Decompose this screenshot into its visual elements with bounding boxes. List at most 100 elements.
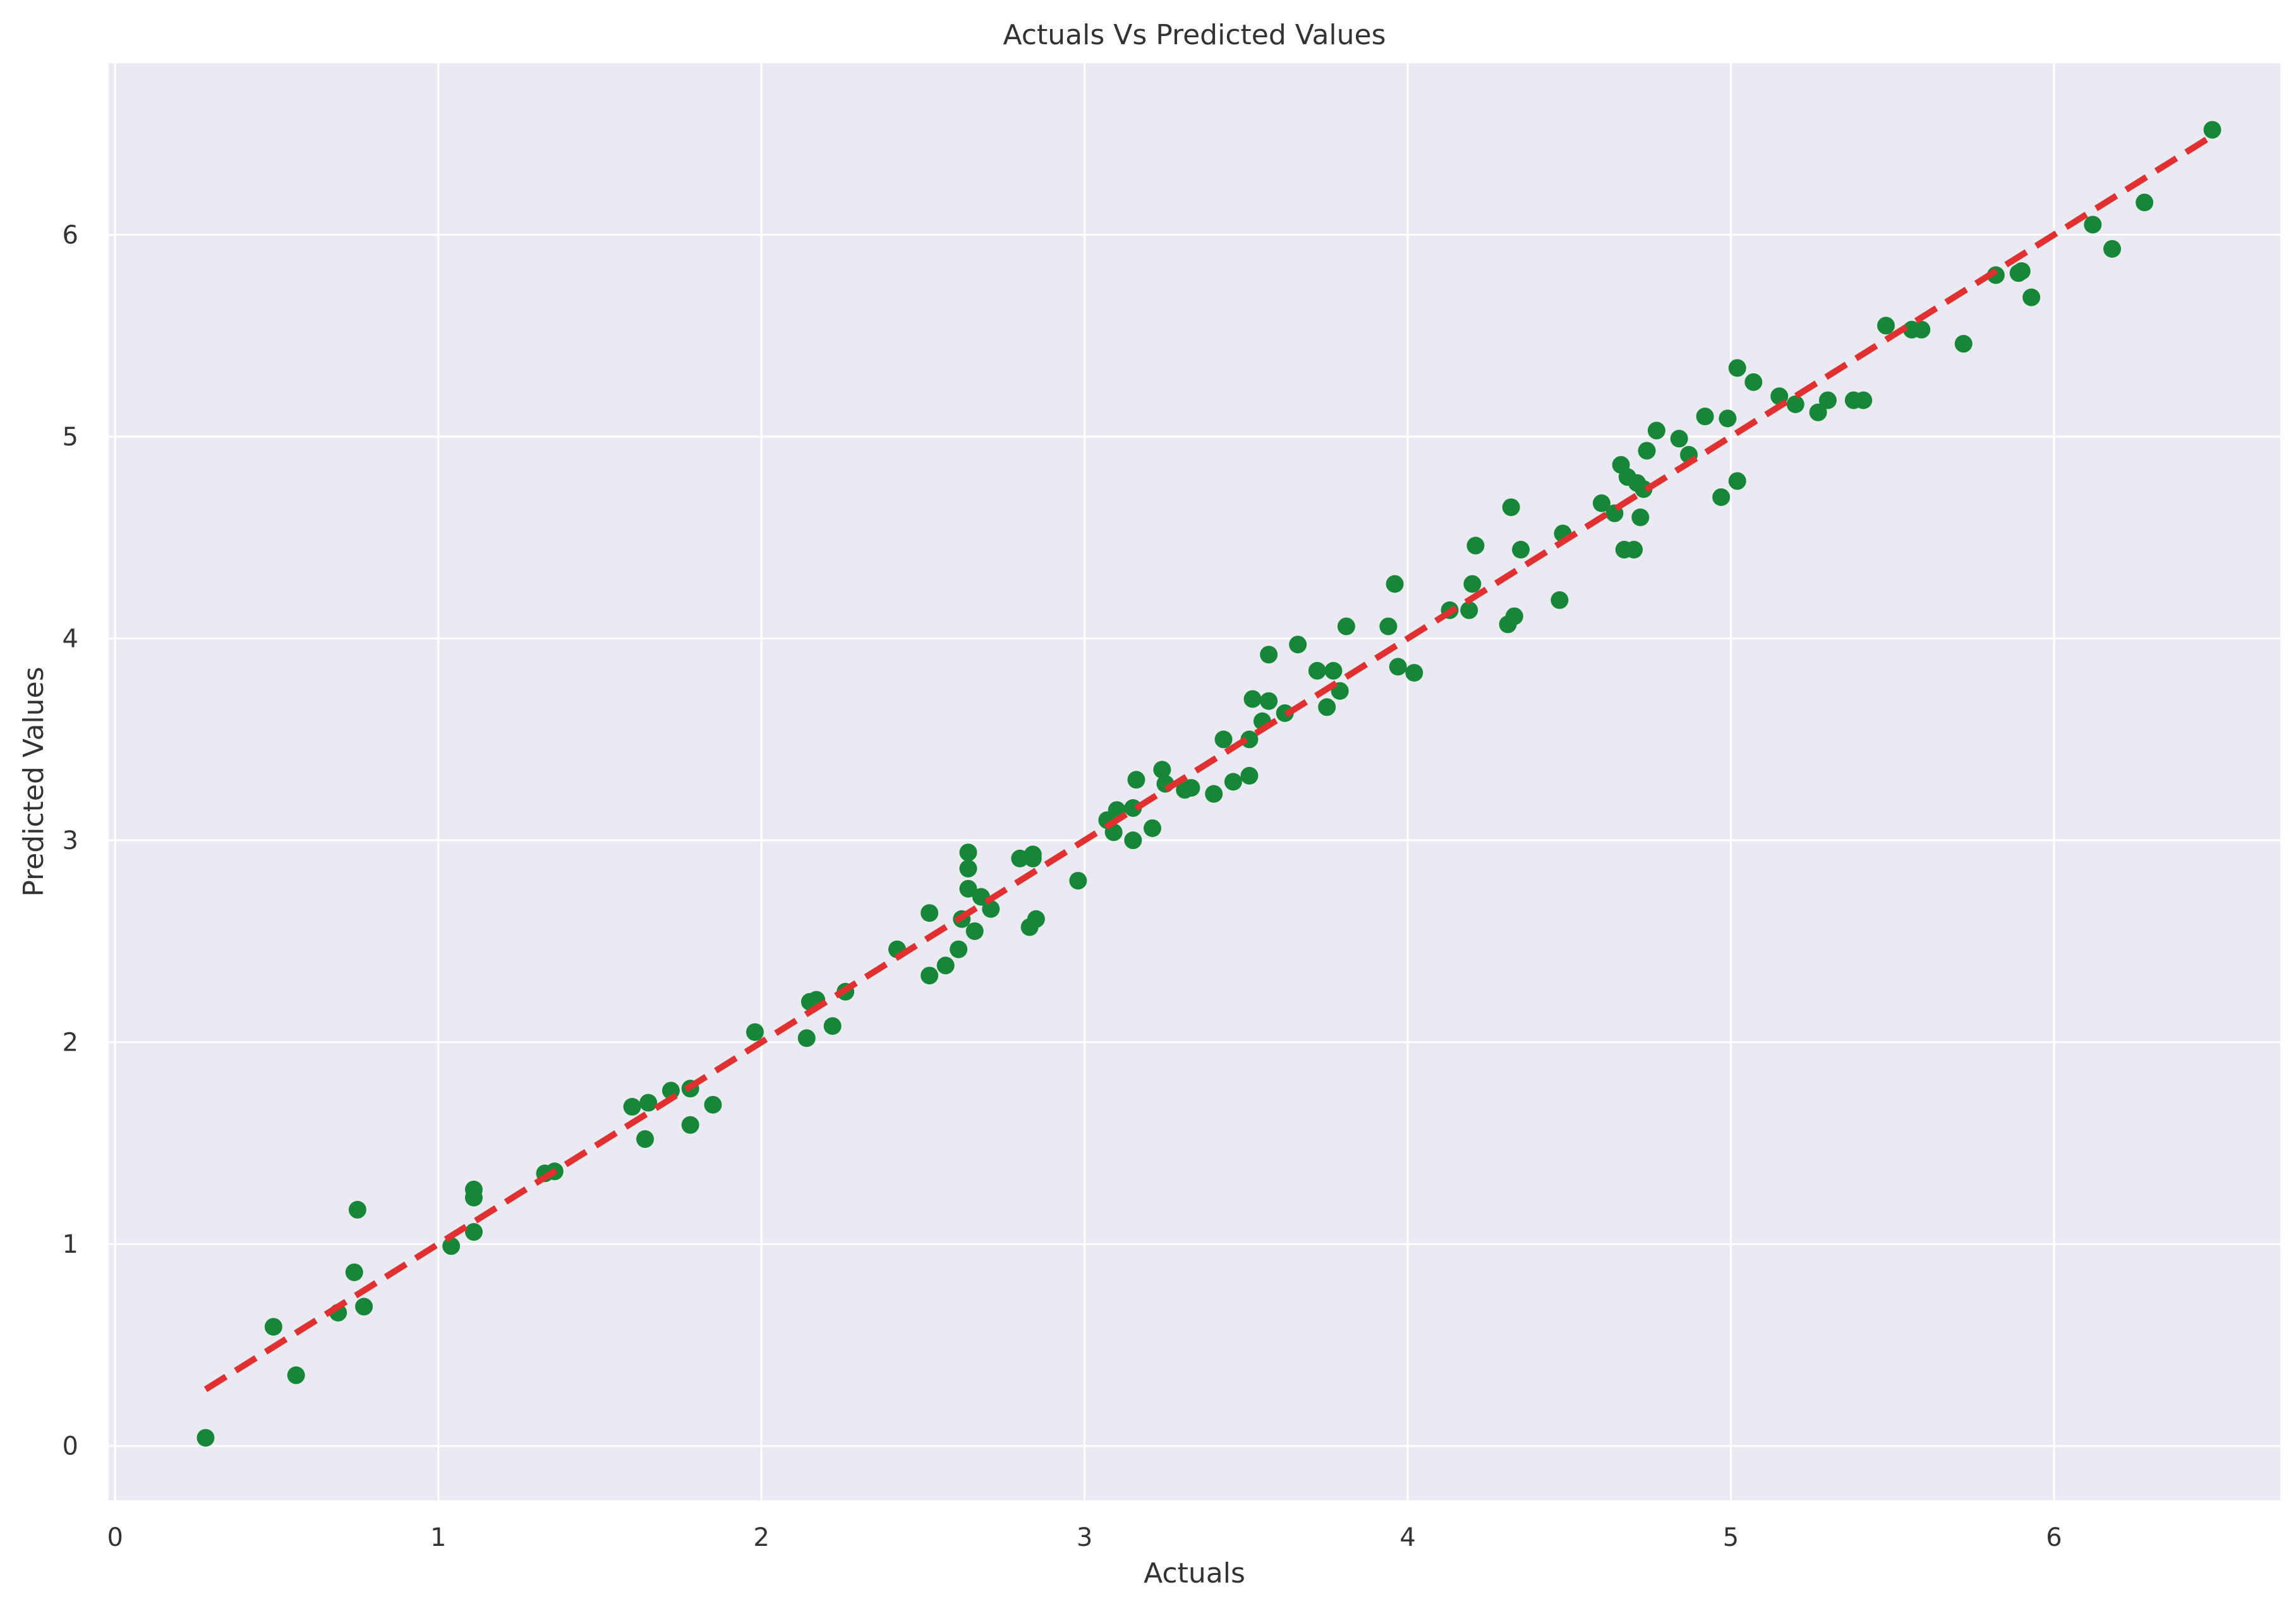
- dashed-line: [203, 133, 2214, 1392]
- y-tick-label: 4: [63, 625, 78, 654]
- data-point: [1696, 407, 1714, 426]
- data-point: [1182, 779, 1200, 797]
- data-point: [936, 956, 955, 975]
- data-point: [1243, 690, 1262, 708]
- data-point: [1744, 373, 1763, 391]
- y-tick-label: 3: [63, 826, 78, 855]
- data-point: [2203, 121, 2221, 139]
- data-point: [746, 1023, 764, 1041]
- data-point: [1337, 617, 1355, 636]
- y-tick-label: 6: [63, 221, 78, 250]
- data-point: [1027, 910, 1045, 928]
- data-point: [1786, 395, 1804, 413]
- data-point: [623, 1097, 641, 1116]
- data-point: [1260, 646, 1278, 664]
- x-tick-label: 0: [107, 1523, 123, 1552]
- data-point: [1877, 317, 1895, 335]
- data-point: [355, 1298, 373, 1316]
- data-point: [1638, 442, 1656, 460]
- data-point: [1818, 391, 1837, 409]
- data-point: [681, 1116, 699, 1134]
- data-point: [2012, 262, 2031, 280]
- data-point: [950, 940, 968, 958]
- data-point: [1144, 819, 1162, 837]
- identity-line: [203, 133, 2214, 1392]
- data-point: [1460, 601, 1478, 619]
- data-point: [2136, 193, 2154, 212]
- x-tick-labels: 0 1 2 3 4 5 6: [107, 1523, 2062, 1552]
- data-point: [639, 1094, 658, 1112]
- data-point: [1260, 692, 1278, 710]
- data-point: [1854, 391, 1873, 409]
- data-point: [1505, 607, 1523, 625]
- data-point: [345, 1263, 363, 1281]
- y-axis-label: Predicted Values: [18, 666, 50, 896]
- data-point: [2022, 288, 2041, 306]
- data-point: [965, 922, 984, 940]
- chart-title: Actuals Vs Predicted Values: [1003, 19, 1386, 51]
- y-grid-lines: [109, 234, 2280, 1447]
- data-point: [1389, 658, 1407, 676]
- y-tick-labels: 0 1 2 3 4 5 6: [63, 221, 78, 1461]
- data-point: [1289, 636, 1307, 654]
- data-point: [797, 1029, 816, 1047]
- data-point: [287, 1366, 305, 1384]
- data-point: [1205, 785, 1223, 803]
- data-point: [442, 1237, 461, 1255]
- x-tick-label: 5: [1723, 1523, 1739, 1552]
- data-point: [264, 1318, 282, 1336]
- data-point: [1912, 320, 1931, 339]
- data-point: [1386, 575, 1404, 593]
- data-point: [1712, 488, 1731, 506]
- y-tick-label: 2: [63, 1028, 78, 1058]
- y-tick-label: 5: [63, 423, 78, 452]
- data-point: [1214, 730, 1233, 749]
- data-point: [1647, 421, 1665, 440]
- data-point: [1550, 591, 1569, 609]
- data-point: [1127, 771, 1145, 789]
- data-point: [1153, 761, 1171, 779]
- data-point: [1512, 541, 1530, 559]
- data-point: [1719, 409, 1737, 428]
- data-point: [1308, 661, 1326, 680]
- data-point: [196, 1428, 215, 1447]
- data-point: [1809, 403, 1827, 421]
- data-point: [1954, 335, 1973, 353]
- y-tick-label: 0: [63, 1432, 78, 1461]
- data-point: [1069, 872, 1087, 890]
- data-point: [1024, 845, 1042, 864]
- data-point: [959, 843, 977, 862]
- data-point: [704, 1095, 722, 1114]
- data-point: [1405, 663, 1423, 682]
- data-point: [464, 1180, 483, 1198]
- data-point: [2103, 239, 2122, 258]
- data-point: [1728, 359, 1746, 377]
- data-point: [1592, 494, 1610, 512]
- data-point: [1670, 430, 1688, 448]
- x-tick-label: 4: [1399, 1523, 1415, 1552]
- data-point: [2084, 215, 2102, 234]
- data-point: [348, 1200, 366, 1219]
- data-point: [959, 859, 977, 877]
- data-point: [959, 879, 977, 898]
- x-tick-label: 2: [753, 1523, 769, 1552]
- data-point: [1224, 773, 1242, 791]
- data-point: [982, 900, 1000, 918]
- data-point: [1124, 831, 1142, 850]
- data-point: [1324, 661, 1343, 680]
- x-grid-lines: [114, 63, 2055, 1500]
- data-point: [1463, 575, 1482, 593]
- x-tick-label: 1: [430, 1523, 446, 1552]
- data-point: [1318, 698, 1336, 716]
- y-tick-label: 1: [63, 1230, 78, 1259]
- data-point: [1379, 617, 1398, 636]
- data-point: [823, 1017, 842, 1035]
- x-tick-label: 6: [2046, 1523, 2062, 1552]
- data-point: [1631, 508, 1650, 526]
- data-point: [921, 904, 939, 922]
- x-tick-label: 3: [1077, 1523, 1092, 1552]
- data-point: [636, 1130, 655, 1149]
- data-point: [1625, 541, 1643, 559]
